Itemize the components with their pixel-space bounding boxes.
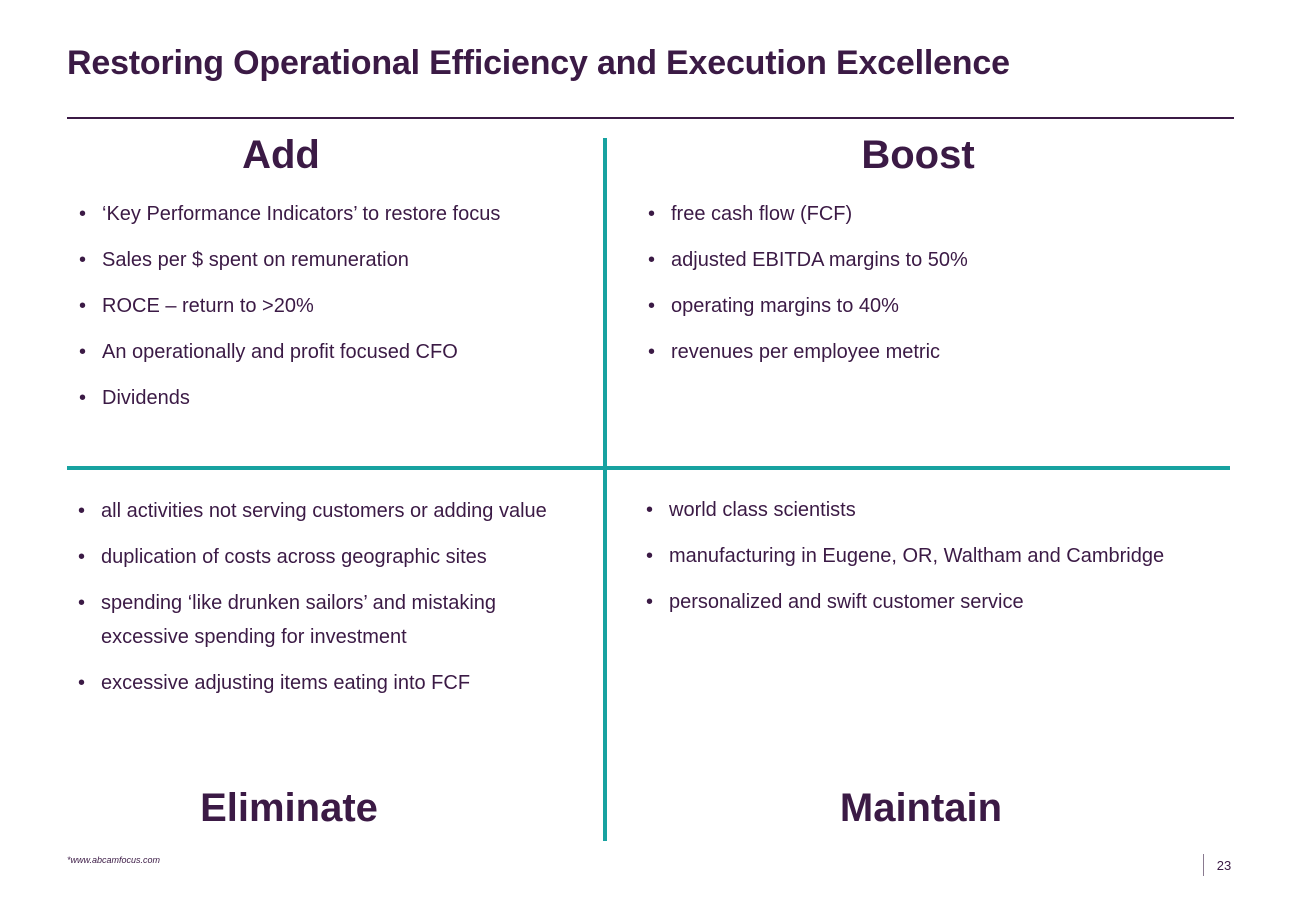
eliminate-heading: Eliminate <box>200 786 378 830</box>
page-number: 23 <box>1216 858 1232 873</box>
list-item: excessive adjusting items eating into FC… <box>78 666 548 700</box>
list-item: adjusted EBITDA margins to 50% <box>648 243 1208 277</box>
list-item: duplication of costs across geographic s… <box>78 540 548 574</box>
page-number-separator <box>1203 854 1204 876</box>
footnote: *www.abcamfocus.com <box>67 855 161 865</box>
eliminate-list: all activities not serving customers or … <box>78 494 548 712</box>
vertical-divider <box>603 138 607 841</box>
list-item: personalized and swift customer service <box>646 585 1246 619</box>
list-item: Dividends <box>79 381 579 415</box>
list-item: Sales per $ spent on remuneration <box>79 243 579 277</box>
list-item: spending ‘like drunken sailors’ and mist… <box>78 586 548 654</box>
title-underline <box>67 117 1234 119</box>
list-item: operating margins to 40% <box>648 289 1208 323</box>
add-list: ‘Key Performance Indicators’ to restore … <box>79 197 579 427</box>
list-item: revenues per employee metric <box>648 335 1208 369</box>
maintain-heading: Maintain <box>839 786 1003 830</box>
list-item: free cash flow (FCF) <box>648 197 1208 231</box>
boost-list: free cash flow (FCF) adjusted EBITDA mar… <box>648 197 1208 381</box>
horizontal-divider <box>67 466 1230 470</box>
list-item: ROCE – return to >20% <box>79 289 579 323</box>
slide-title: Restoring Operational Efficiency and Exe… <box>67 44 1010 82</box>
boost-heading: Boost <box>861 133 975 177</box>
list-item: ‘Key Performance Indicators’ to restore … <box>79 197 579 231</box>
list-item: world class scientists <box>646 493 1246 527</box>
list-item: manufacturing in Eugene, OR, Waltham and… <box>646 539 1246 573</box>
list-item: An operationally and profit focused CFO <box>79 335 579 369</box>
list-item: all activities not serving customers or … <box>78 494 548 528</box>
maintain-list: world class scientists manufacturing in … <box>646 493 1246 631</box>
add-heading: Add <box>242 133 320 177</box>
